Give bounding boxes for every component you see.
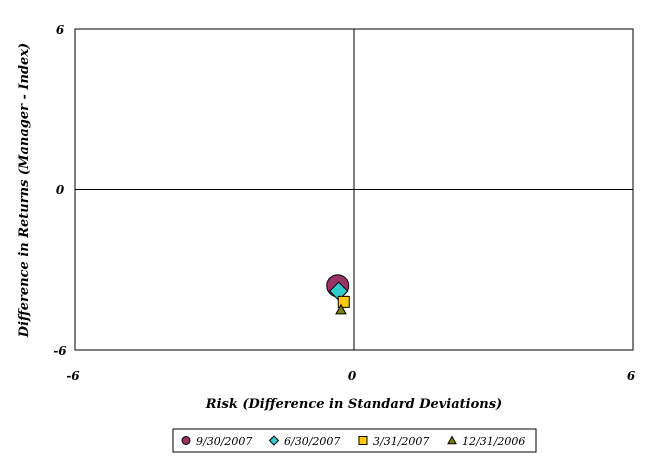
legend-label: 12/31/2006 (462, 435, 525, 448)
data-point-triangle (335, 303, 347, 315)
x-axis-title: Risk (Difference in Standard Deviations) (205, 397, 502, 412)
legend-marker-circle (181, 436, 191, 445)
y-tick-bottom: -6 (53, 344, 67, 358)
legend-label: 6/30/2007 (284, 435, 340, 448)
data-marks (326, 274, 350, 315)
x-tick-middle: 0 (348, 369, 357, 383)
legend-box (172, 428, 537, 453)
legend: 9/30/2007 6/30/2007 3/31/2007 12/31/2006 (181, 435, 525, 448)
x-tick-right: 6 (627, 369, 636, 383)
legend-marker-diamond (268, 435, 280, 446)
legend-label: 9/30/2007 (196, 435, 252, 448)
legend-marker-triangle (447, 435, 457, 445)
data-point-square (337, 295, 350, 308)
y-tick-top: 6 (56, 23, 65, 37)
legend-label: 3/31/2007 (373, 435, 429, 448)
legend-marker-square (358, 436, 368, 445)
y-axis-title: Difference in Returns (Manager - Index) (17, 43, 32, 338)
y-tick-middle: 0 (56, 183, 65, 197)
x-tick-left: -6 (66, 369, 80, 383)
